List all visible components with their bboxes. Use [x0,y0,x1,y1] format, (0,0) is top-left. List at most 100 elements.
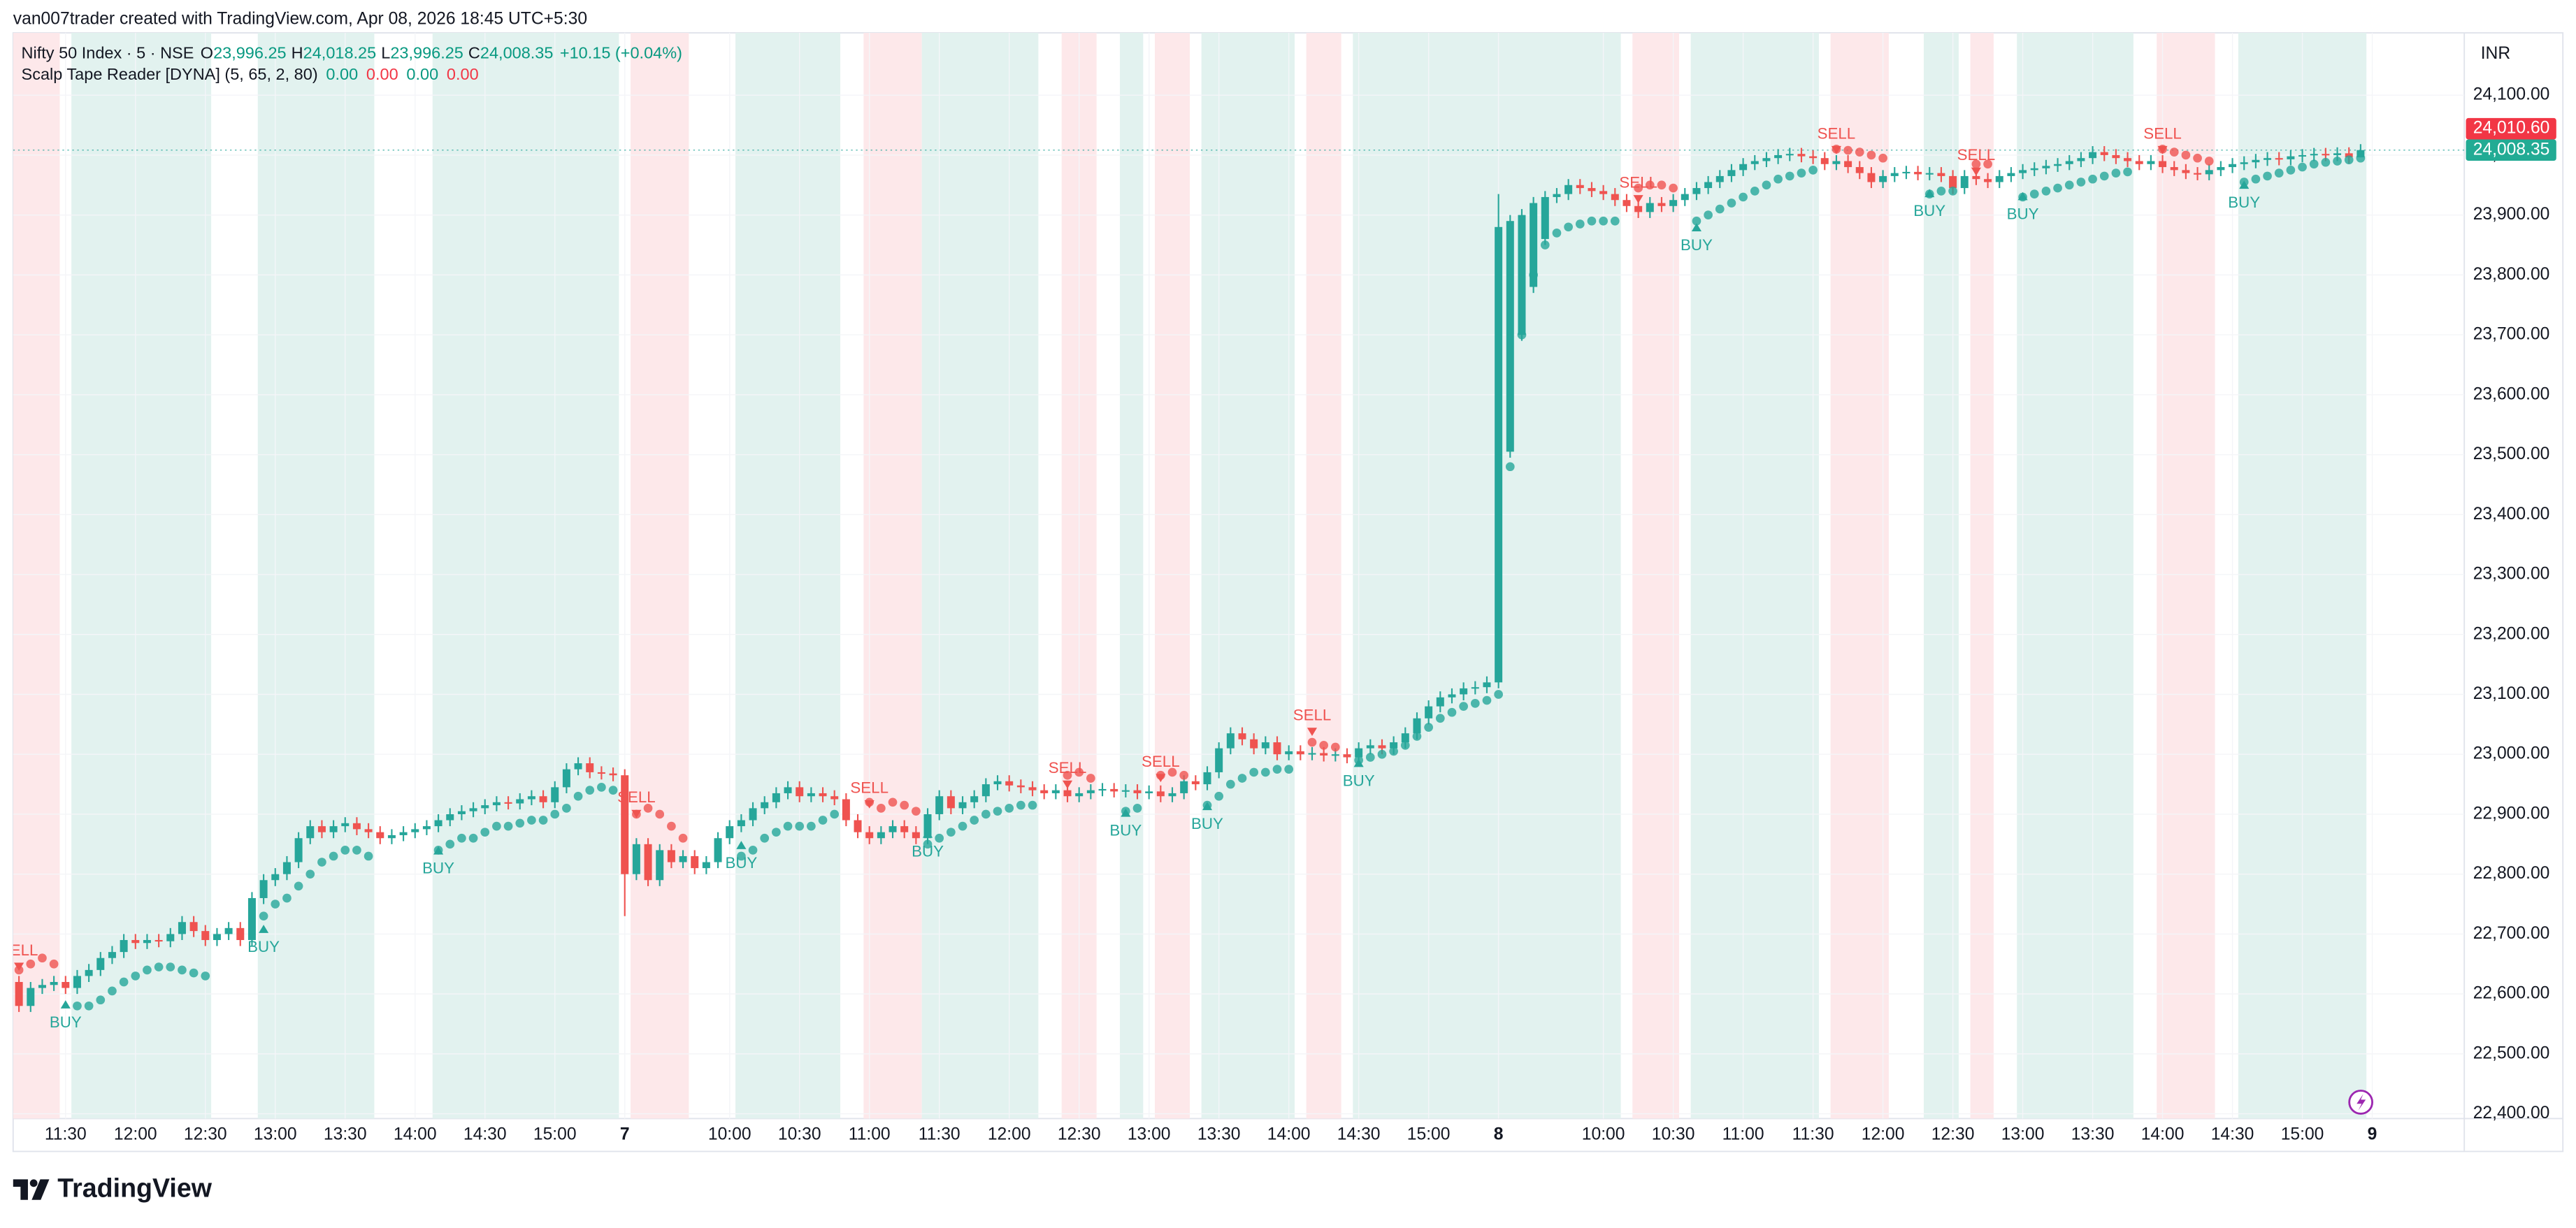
signal-label: SELL [0,941,38,959]
candle-body [1331,754,1339,756]
candle-body [2042,166,2050,168]
candle-body [1844,161,1852,168]
candle-body [1121,790,1130,792]
stop-dot [2263,171,2272,181]
signal-zone [1155,33,1190,1119]
alert-icon[interactable] [2348,1090,2373,1115]
x-tick-label: 14:30 [2211,1125,2254,1143]
signal-label: BUY [725,854,757,872]
signal-marker [259,925,269,933]
candle-body [259,880,268,898]
candle-body [306,826,315,839]
stop-dot [201,971,210,981]
signal-marker [2239,180,2250,189]
stop-dot [597,783,606,792]
candle-body [1238,733,1246,739]
x-tick-label: 12:30 [1058,1125,1101,1143]
stop-dot [1494,690,1503,699]
x-tick-label: 10:30 [778,1125,821,1143]
candle-body [923,814,932,839]
candle-body [2054,164,2062,166]
stop-dot [492,821,501,831]
candle-body [2170,167,2178,171]
signal-marker [60,1000,71,1009]
stop-dot [143,965,152,975]
stop-dot [538,816,548,825]
candle-body [784,787,792,793]
signal-zone [1830,33,1889,1119]
candle-body [1296,751,1304,755]
candle-body [807,793,815,797]
stop-dot [2029,189,2039,198]
candle-body [1669,200,1678,206]
x-tick-label: 11:30 [45,1125,87,1143]
candle-body [2124,158,2132,161]
stop-dot [2321,157,2331,167]
legend-key: H [292,44,303,62]
candle-body [1518,215,1526,335]
y-tick-label: 24,100.00 [2473,85,2550,104]
candle-body [2194,173,2202,175]
candle-body [737,820,745,827]
candle-body [1611,194,1619,201]
candle-body [422,826,431,830]
stop-dot [468,833,478,843]
candle-body [1646,203,1654,212]
signal-label: BUY [1343,772,1375,789]
candle-body [539,796,547,802]
signal-marker [1307,728,1318,737]
candle-body [691,855,699,869]
x-tick-label: 12:00 [988,1125,1031,1143]
price-tag [2466,117,2556,140]
signal-marker [433,846,444,855]
signal-label: SELL [1957,146,1996,164]
candle-body [1588,188,1596,192]
signal-label: BUY [2228,194,2260,211]
signal-zone [2017,33,2134,1119]
candle-body [1634,205,1643,212]
candle-body [1028,787,1037,790]
candle-body [1681,194,1689,201]
candle-body [714,838,722,862]
signal-zone [432,33,619,1119]
stop-dot [1692,216,1701,226]
candle-body [970,796,979,802]
candle-body [2264,158,2272,160]
candle-body [143,939,151,944]
signal-zone [863,33,922,1119]
stop-dot [655,809,665,819]
candle-body [551,787,559,802]
candle-body [586,763,594,772]
stop-dot [573,791,583,801]
stop-dot [2041,187,2051,196]
candle-body [1541,196,1549,239]
stop-dot [1855,147,1864,157]
candle-body [726,826,734,839]
candle-body [213,934,221,940]
stop-dot [1552,229,1562,238]
stop-dot [2053,183,2062,193]
stop-dot [26,959,36,969]
candle-body [2287,156,2295,159]
signal-zone [921,33,1039,1119]
stop-dot [1540,240,1550,250]
candle-body [2345,153,2353,158]
y-tick-label: 22,800.00 [2473,864,2550,883]
x-tick-label: 11:00 [849,1125,891,1143]
signal-marker [1202,802,1213,811]
candle-body [1960,175,1969,189]
stop-dot [1249,767,1259,777]
candle-body [796,787,804,797]
stop-dot [947,828,956,837]
signal-zone [1353,33,1621,1119]
stop-dot [2204,157,2214,166]
stop-dot [1575,219,1585,229]
stop-dot [1179,770,1189,780]
x-tick-label: 12:30 [184,1125,227,1143]
stop-dot [877,804,886,813]
candle-body [632,844,640,874]
candle-body [1145,791,1153,793]
signal-label: BUY [1191,815,1223,832]
candle-body [2007,173,2015,176]
